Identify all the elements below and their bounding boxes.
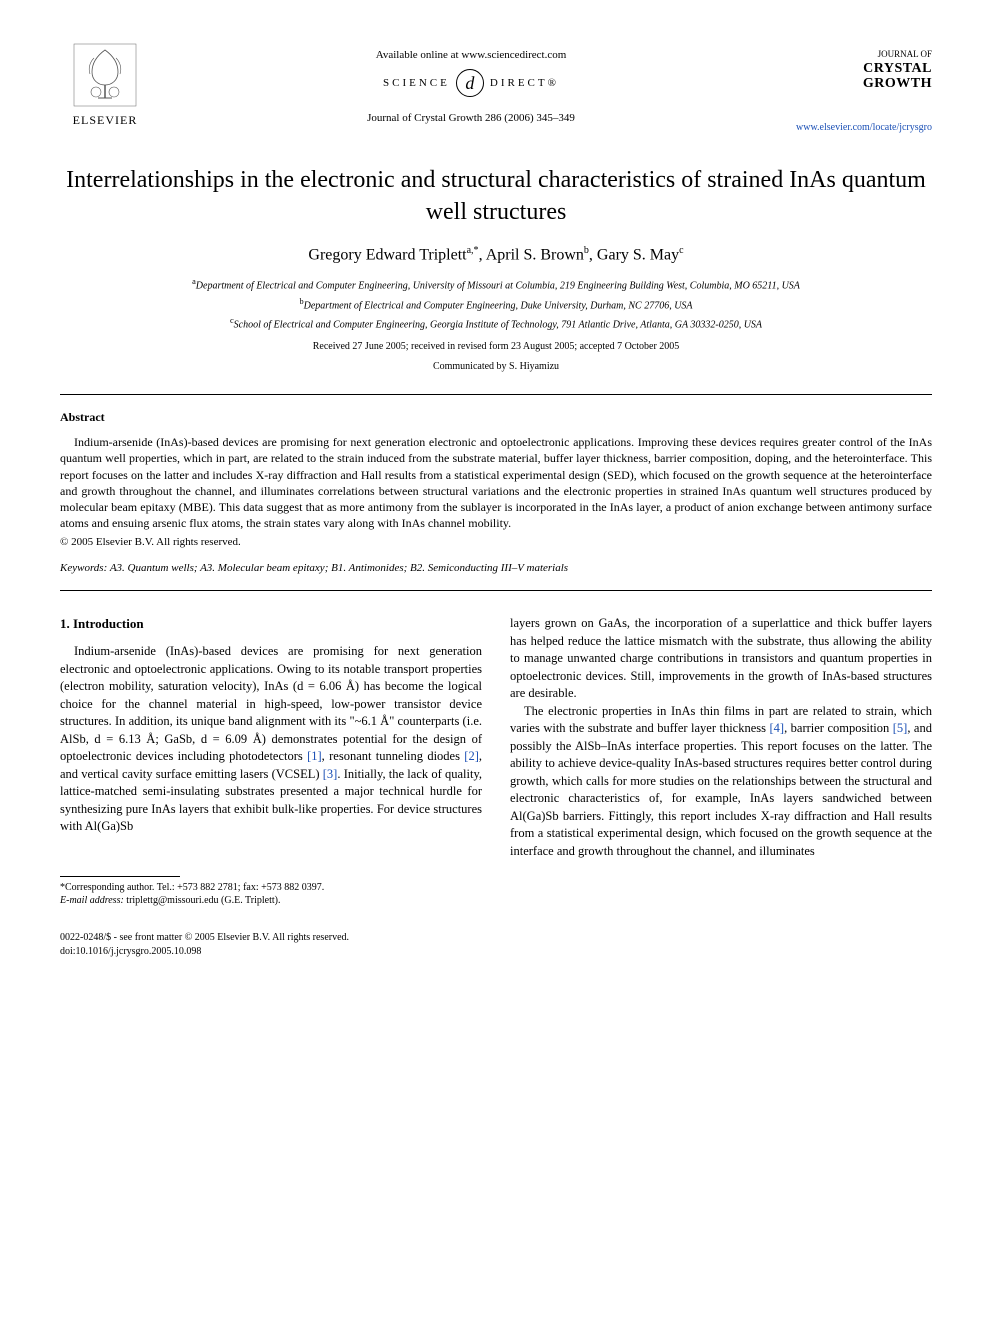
elsevier-logo: ELSEVIER — [60, 40, 150, 129]
author-1-sup: a,* — [467, 245, 479, 256]
communicated-by: Communicated by S. Hiyamizu — [60, 360, 932, 374]
intro-text-1b: , resonant tunneling diodes — [322, 749, 465, 763]
corresponding-author-footnote: *Corresponding author. Tel.: +573 882 27… — [60, 881, 482, 907]
keywords-label: Keywords: — [60, 562, 107, 574]
title-block: Interrelationships in the electronic and… — [60, 165, 932, 374]
intro-text-2b: , barrier composition — [784, 721, 893, 735]
front-matter-line: 0022-0248/$ - see front matter © 2005 El… — [60, 931, 349, 945]
right-column: layers grown on GaAs, the incorporation … — [510, 615, 932, 907]
available-online-text: Available online at www.sciencedirect.co… — [150, 48, 792, 63]
section-1-heading: 1. Introduction — [60, 615, 482, 633]
author-2-sup: b — [584, 245, 589, 256]
elsevier-tree-icon — [70, 40, 140, 110]
intro-text-2c: , and possibly the AlSb–InAs interface p… — [510, 721, 932, 858]
citation-2[interactable]: [2] — [464, 749, 479, 763]
affiliation-c: cSchool of Electrical and Computer Engin… — [60, 315, 932, 332]
intro-text-1a: Indium-arsenide (InAs)-based devices are… — [60, 644, 482, 763]
paper-header: ELSEVIER Available online at www.science… — [60, 40, 932, 135]
intro-para-1-cont: layers grown on GaAs, the incorporation … — [510, 615, 932, 703]
journal-of-label: JOURNAL OF — [792, 48, 932, 61]
footnote-separator — [60, 876, 180, 877]
rule-below-keywords — [60, 590, 932, 591]
author-1: Gregory Edward Triplett — [308, 246, 466, 263]
footnote-email-label: E-mail address: — [60, 895, 124, 906]
sd-right: DIRECT® — [490, 76, 559, 91]
abstract-block: Abstract Indium-arsenide (InAs)-based de… — [60, 409, 932, 550]
bottom-meta: 0022-0248/$ - see front matter © 2005 El… — [60, 931, 932, 959]
affiliation-c-text: School of Electrical and Computer Engine… — [234, 319, 762, 330]
science-direct-logo: SCIENCE d DIRECT® — [150, 69, 792, 97]
author-2: April S. Brown — [486, 246, 584, 263]
bottom-left: 0022-0248/$ - see front matter © 2005 El… — [60, 931, 349, 959]
affiliation-b: bDepartment of Electrical and Computer E… — [60, 296, 932, 313]
journal-title-crystal: CRYSTAL — [792, 61, 932, 76]
center-header: Available online at www.sciencedirect.co… — [150, 40, 792, 127]
affiliation-a: aDepartment of Electrical and Computer E… — [60, 276, 932, 293]
left-column: 1. Introduction Indium-arsenide (InAs)-b… — [60, 615, 482, 907]
footnote-email-line: E-mail address: triplettg@missouri.edu (… — [60, 894, 482, 907]
citation-1[interactable]: [1] — [307, 749, 322, 763]
authors-line: Gregory Edward Tripletta,*, April S. Bro… — [60, 244, 932, 267]
affiliation-b-text: Department of Electrical and Computer En… — [304, 300, 693, 311]
author-3-sup: c — [679, 245, 683, 256]
paper-title: Interrelationships in the electronic and… — [60, 165, 932, 227]
keywords-text: A3. Quantum wells; A3. Molecular beam ep… — [110, 562, 568, 574]
affiliation-a-text: Department of Electrical and Computer En… — [196, 281, 800, 292]
keywords-line: Keywords: A3. Quantum wells; A3. Molecul… — [60, 561, 932, 576]
citation-5[interactable]: [5] — [893, 721, 908, 735]
intro-para-1: Indium-arsenide (InAs)-based devices are… — [60, 643, 482, 836]
abstract-text: Indium-arsenide (InAs)-based devices are… — [60, 434, 932, 531]
citation-3[interactable]: [3] — [323, 767, 338, 781]
abstract-label: Abstract — [60, 409, 932, 426]
footnote-corr: *Corresponding author. Tel.: +573 882 27… — [60, 881, 482, 894]
doi-line: doi:10.1016/j.jcrysgro.2005.10.098 — [60, 945, 349, 959]
intro-para-2: The electronic properties in InAs thin f… — [510, 703, 932, 861]
journal-title-growth: GROWTH — [792, 76, 932, 91]
sd-left: SCIENCE — [383, 76, 450, 91]
author-3: Gary S. May — [597, 246, 679, 263]
rule-above-abstract — [60, 394, 932, 395]
body-columns: 1. Introduction Indium-arsenide (InAs)-b… — [60, 615, 932, 907]
received-dates: Received 27 June 2005; received in revis… — [60, 340, 932, 354]
footnote-email: triplettg@missouri.edu (G.E. Triplett). — [126, 895, 280, 906]
journal-reference: Journal of Crystal Growth 286 (2006) 345… — [150, 111, 792, 126]
elsevier-label: ELSEVIER — [73, 112, 138, 129]
journal-branding: JOURNAL OF CRYSTAL GROWTH www.elsevier.c… — [792, 40, 932, 135]
journal-link[interactable]: www.elsevier.com/locate/jcrysgro — [792, 121, 932, 135]
sd-glyph-icon: d — [456, 69, 484, 97]
citation-4[interactable]: [4] — [769, 721, 784, 735]
copyright-line: © 2005 Elsevier B.V. All rights reserved… — [60, 535, 932, 550]
